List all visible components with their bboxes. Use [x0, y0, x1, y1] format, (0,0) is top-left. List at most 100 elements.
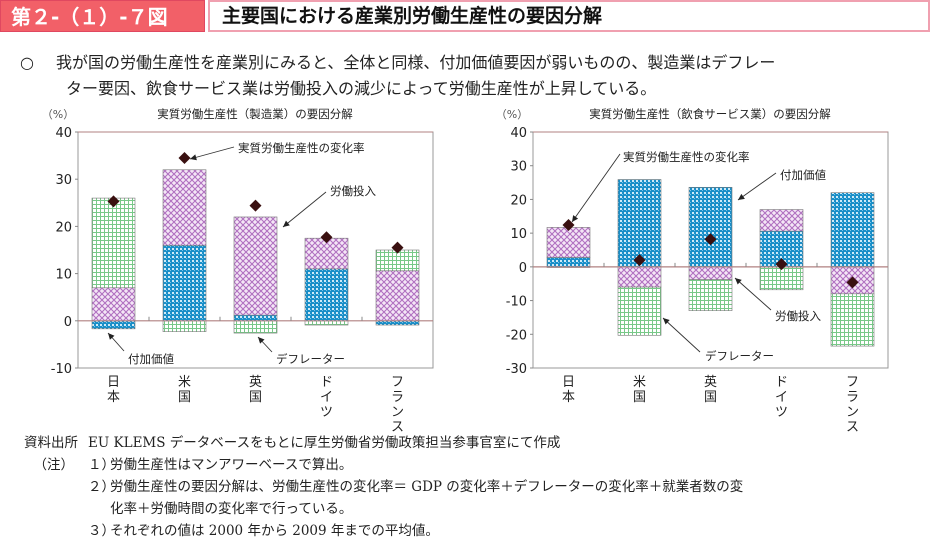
annotation-label: 付加価値: [128, 352, 174, 366]
bar-deflator: [162, 320, 207, 332]
category-label: 英: [704, 375, 717, 390]
category-label: 米: [633, 375, 646, 390]
bar-value_added: [617, 179, 662, 268]
annotation-arrow-line: [282, 191, 327, 228]
bar-value_added: [830, 192, 875, 268]
annotation-arrow-head: [283, 220, 290, 227]
y-tick-label: 40: [510, 126, 527, 141]
chart-title: 実質労働生産性（飲食サービス業）の要因分解: [589, 107, 831, 121]
annotation-label: 実質労働生産性の変化率: [623, 150, 750, 164]
productivity-marker: [320, 231, 333, 244]
category-label: 日: [107, 375, 120, 390]
bar-value_added: [688, 186, 733, 268]
bar-labor_input: [162, 169, 207, 246]
unit-label: （%）: [42, 108, 74, 121]
productivity-marker: [178, 151, 191, 164]
bar-value_added: [546, 257, 591, 268]
bar-deflator: [617, 286, 662, 336]
y-tick-label: 10: [55, 268, 72, 283]
y-tick-label: 0: [519, 261, 527, 276]
note-num: ２）: [88, 479, 115, 495]
productivity-marker: [562, 219, 575, 232]
annotation-arrow-line: [571, 153, 621, 223]
note-text: 労働生産性はマンアワーベースで算出。: [110, 457, 353, 473]
note-label: （注）: [33, 457, 75, 473]
bar-labor_input: [546, 227, 591, 258]
category-label: ス: [846, 420, 859, 435]
bar-value_added: [375, 320, 420, 326]
annotation-label: 付加価値: [780, 168, 826, 182]
annotation-arrow-line: [189, 146, 235, 160]
chart-title: 実質労働生産性（製造業）の要因分解: [157, 107, 353, 121]
productivity-marker: [391, 241, 404, 254]
y-tick-label: 40: [55, 126, 72, 141]
summary-line-1: 我が国の労働生産性を産業別にみると、全体と同様、付加価値要因が弱いものの、製造業…: [56, 53, 776, 72]
annotation-arrow-head: [572, 215, 579, 222]
notes: 資料出所 EU KLEMS データベースをもとに厚生労働省労働政策担当参事官室にて…: [24, 432, 743, 542]
category-label: フ: [391, 375, 404, 390]
category-label: 本: [562, 390, 575, 405]
bar-deflator: [830, 293, 875, 347]
bar-labor_input: [91, 287, 136, 322]
note-num: １）: [88, 457, 115, 473]
annotation-arrow-head: [738, 193, 745, 200]
category-label: ド: [775, 375, 788, 390]
annotation-arrow-head: [663, 318, 670, 325]
bar-deflator: [759, 266, 804, 291]
category-label: 米: [178, 375, 191, 390]
y-tick-label: 20: [510, 193, 527, 208]
productivity-marker: [704, 233, 717, 246]
annotation-arrow-line: [662, 317, 701, 353]
bar-deflator: [688, 279, 733, 311]
note-text-cont: 化率＋労働時間の変化率で行っている。: [110, 501, 353, 517]
unit-label: （%）: [496, 108, 528, 121]
category-label: 国: [178, 390, 191, 405]
annotation-arrow-head: [108, 333, 115, 340]
category-label: イ: [775, 390, 788, 405]
category-label: ン: [846, 405, 859, 420]
bar-deflator: [304, 320, 349, 326]
bar-value_added: [162, 244, 207, 322]
annotation-label: デフレーター: [276, 352, 345, 366]
annotation-label: 労働投入: [330, 184, 376, 198]
category-label: ラ: [846, 390, 859, 405]
bar-deflator: [233, 320, 278, 334]
note-text: 労働生産性の要因分解は、労働生産性の変化率＝ GDP の変化率＋デフレーターの変…: [110, 479, 744, 495]
y-tick-label: -10: [51, 362, 72, 377]
bar-labor_input: [688, 266, 733, 280]
note-num: ３）: [88, 523, 115, 539]
figure-title: 主要国における産業別労働生産性の要因分解: [208, 0, 930, 32]
category-label: ツ: [775, 405, 788, 420]
y-tick-label: 0: [64, 315, 72, 330]
bullet-icon: ○: [20, 53, 34, 72]
y-tick-label: -20: [506, 328, 527, 343]
category-label: フ: [846, 375, 859, 390]
category-label: ラ: [391, 390, 404, 405]
source-text: EU KLEMS データベースをもとに厚生労働省労働政策担当参事官室にて作成: [88, 435, 561, 451]
bar-labor_input: [375, 270, 420, 322]
category-label: イ: [320, 390, 333, 405]
productivity-marker: [775, 258, 788, 271]
category-label: 英: [249, 375, 262, 390]
y-tick-label: 20: [55, 220, 72, 235]
restaurant-chart: 実質労働生産性（飲食サービス業）の要因分解 （%） -30 -20 -10 0 10 20 30…: [496, 107, 889, 435]
annotation-label: デフレーター: [705, 349, 774, 363]
productivity-marker: [633, 254, 646, 267]
category-label: 日: [562, 375, 575, 390]
category-label: ン: [391, 405, 404, 420]
note-text: それぞれの値は 2000 年から 2009 年までの平均値。: [110, 523, 439, 539]
bar-labor_input: [233, 216, 278, 316]
bar-labor_input: [617, 266, 662, 288]
annotation-arrow-head: [735, 278, 742, 285]
annotation-arrow-line: [737, 172, 777, 201]
y-tick-label: 10: [510, 227, 527, 242]
category-label: ツ: [320, 405, 333, 420]
figure-number: 第２-（１）-７図: [0, 0, 205, 32]
category-label: 本: [107, 390, 120, 405]
y-tick-label: 30: [510, 160, 527, 175]
source-label: 資料出所: [24, 435, 78, 451]
annotation-arrow-head: [258, 337, 265, 344]
manufacturing-chart: 実質労働生産性（製造業）の要因分解（%）-10010203040日本米国英国ドイ…: [42, 107, 434, 435]
summary-line-2: ター要因、飲食サービス業は労働投入の減少によって労働生産性が上昇している。: [66, 79, 657, 98]
